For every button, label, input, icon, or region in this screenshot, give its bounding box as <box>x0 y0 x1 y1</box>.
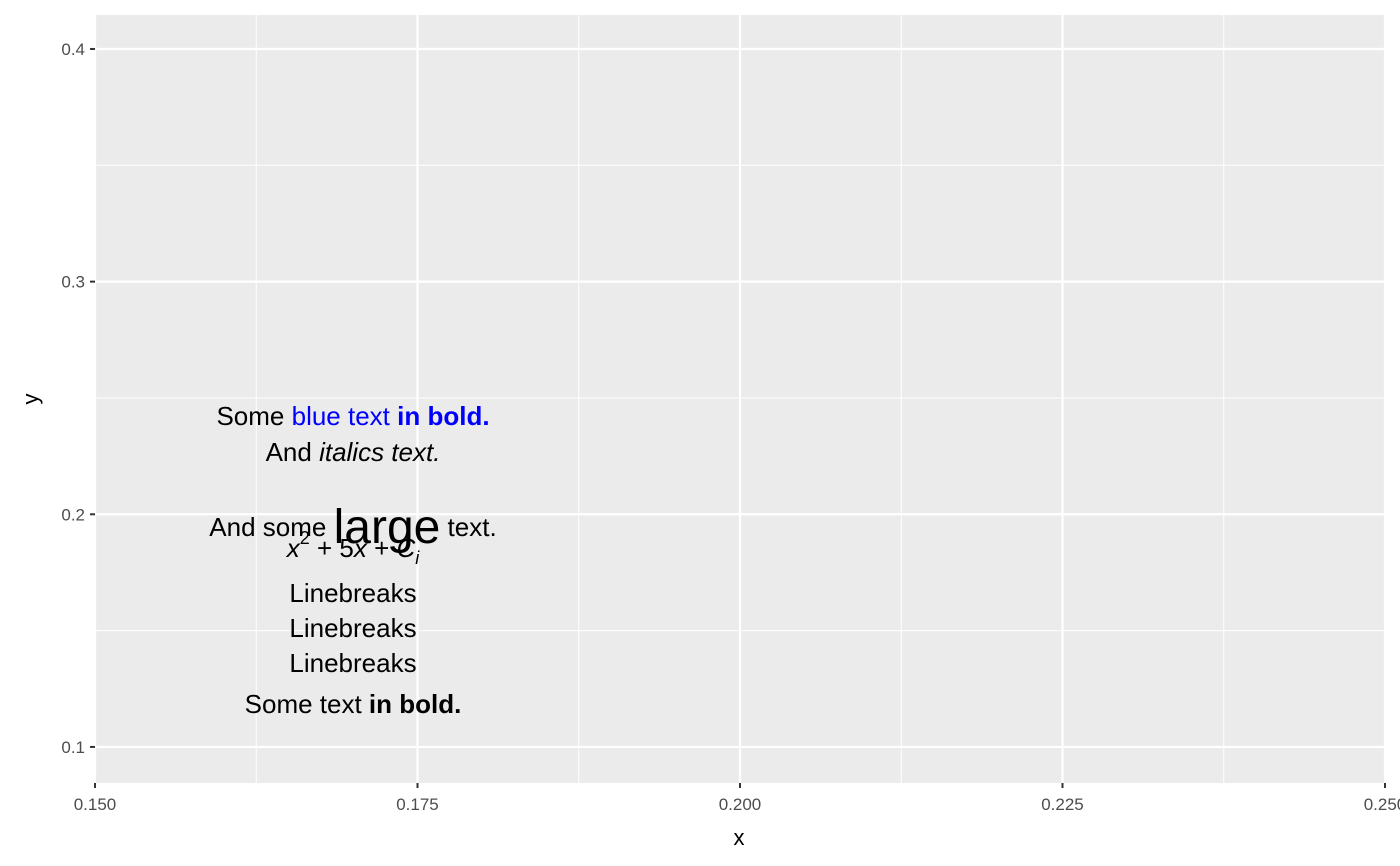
text-segment: + <box>367 533 397 563</box>
text-segment: italics text. <box>319 437 440 467</box>
rich-text-line: Linebreaks <box>289 578 416 608</box>
text-segment: And some <box>209 512 333 542</box>
text-segment: text. <box>440 512 496 542</box>
x-tick-label: 0.200 <box>719 795 762 814</box>
text-segment: And <box>266 437 320 467</box>
text-segment: i <box>415 548 420 568</box>
x-tick-label: 0.225 <box>1041 795 1084 814</box>
text-segment: Linebreaks <box>289 578 416 608</box>
y-tick-label: 0.3 <box>61 273 85 292</box>
text-segment: Linebreaks <box>289 613 416 643</box>
x-axis-title: x <box>734 825 745 850</box>
text-segment: C <box>396 533 415 563</box>
text-segment: in bold. <box>369 689 461 719</box>
text-segment: Some <box>216 401 291 431</box>
text-segment: in bold. <box>397 401 489 431</box>
rich-text-line: x2 + 5x + Ci <box>285 528 421 568</box>
y-tick-label: 0.1 <box>61 738 85 757</box>
y-tick-label: 0.4 <box>61 40 85 59</box>
rich-text-line: Some text in bold. <box>245 689 462 719</box>
rich-text-line: Linebreaks <box>289 648 416 678</box>
text-segment: x <box>352 533 368 563</box>
rich-text-label: Some blue text in bold. And italics text.… <box>209 401 496 719</box>
text-segment: large <box>334 500 441 553</box>
text-segment: Some text <box>245 689 369 719</box>
text-segment: 2 <box>300 528 310 548</box>
x-tick-label: 0.150 <box>74 795 117 814</box>
text-segment: x <box>285 533 301 563</box>
x-tick-label: 0.175 <box>396 795 439 814</box>
x-tick-label: 0.250 <box>1364 795 1400 814</box>
rich-text-line: Linebreaks <box>289 613 416 643</box>
text-segment: Linebreaks <box>289 648 416 678</box>
rich-text-line: And italics text. <box>266 437 441 467</box>
text-segment: blue text <box>292 401 398 431</box>
rich-text-line: And some large text. <box>209 500 496 553</box>
y-axis-title: y <box>18 394 43 405</box>
text-segment: + 5 <box>310 533 354 563</box>
rich-text-line: Some blue text in bold. <box>216 401 489 431</box>
y-tick-label: 0.2 <box>61 505 85 524</box>
